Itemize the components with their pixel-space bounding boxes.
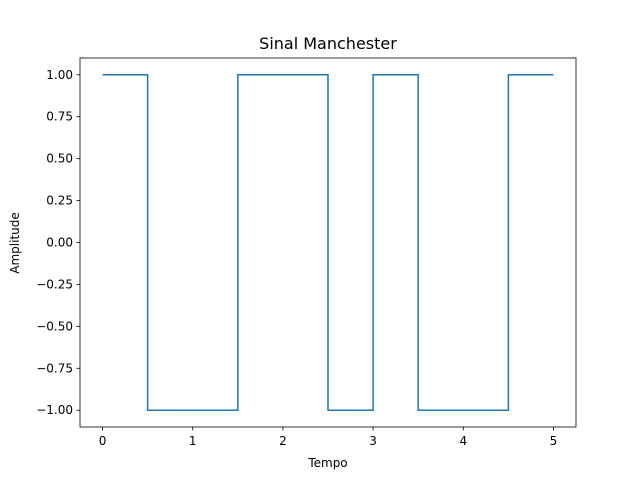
x-tick-label: 5 bbox=[550, 434, 558, 448]
x-tick-label: 0 bbox=[99, 434, 107, 448]
y-axis-ticks: 1.00 0.75 0.50 0.25 0.00 −0.25 −0.50 −0.75 −1.00 bbox=[36, 68, 80, 417]
y-tick-label: 0.50 bbox=[46, 152, 73, 166]
x-axis-ticks: 0 1 2 3 4 5 bbox=[99, 427, 558, 448]
y-tick-label: 0.00 bbox=[46, 236, 73, 250]
series-layer bbox=[102, 74, 554, 411]
x-axis-title: Tempo bbox=[307, 456, 347, 470]
series-line-0 bbox=[102, 74, 554, 411]
x-tick-label: 3 bbox=[369, 434, 377, 448]
x-tick-label: 1 bbox=[189, 434, 197, 448]
y-axis-title: Amplitude bbox=[8, 212, 22, 274]
y-tick-label: 1.00 bbox=[46, 68, 73, 82]
y-tick-label: −0.50 bbox=[36, 319, 73, 333]
y-tick-label: −0.75 bbox=[36, 361, 73, 375]
x-tick-label: 2 bbox=[279, 434, 287, 448]
x-tick-label: 4 bbox=[459, 434, 467, 448]
y-tick-label: −0.25 bbox=[36, 277, 73, 291]
y-tick-label: −1.00 bbox=[36, 403, 73, 417]
y-tick-label: 0.25 bbox=[46, 194, 73, 208]
y-tick-label: 0.75 bbox=[46, 110, 73, 124]
chart-title: Sinal Manchester bbox=[259, 34, 397, 53]
